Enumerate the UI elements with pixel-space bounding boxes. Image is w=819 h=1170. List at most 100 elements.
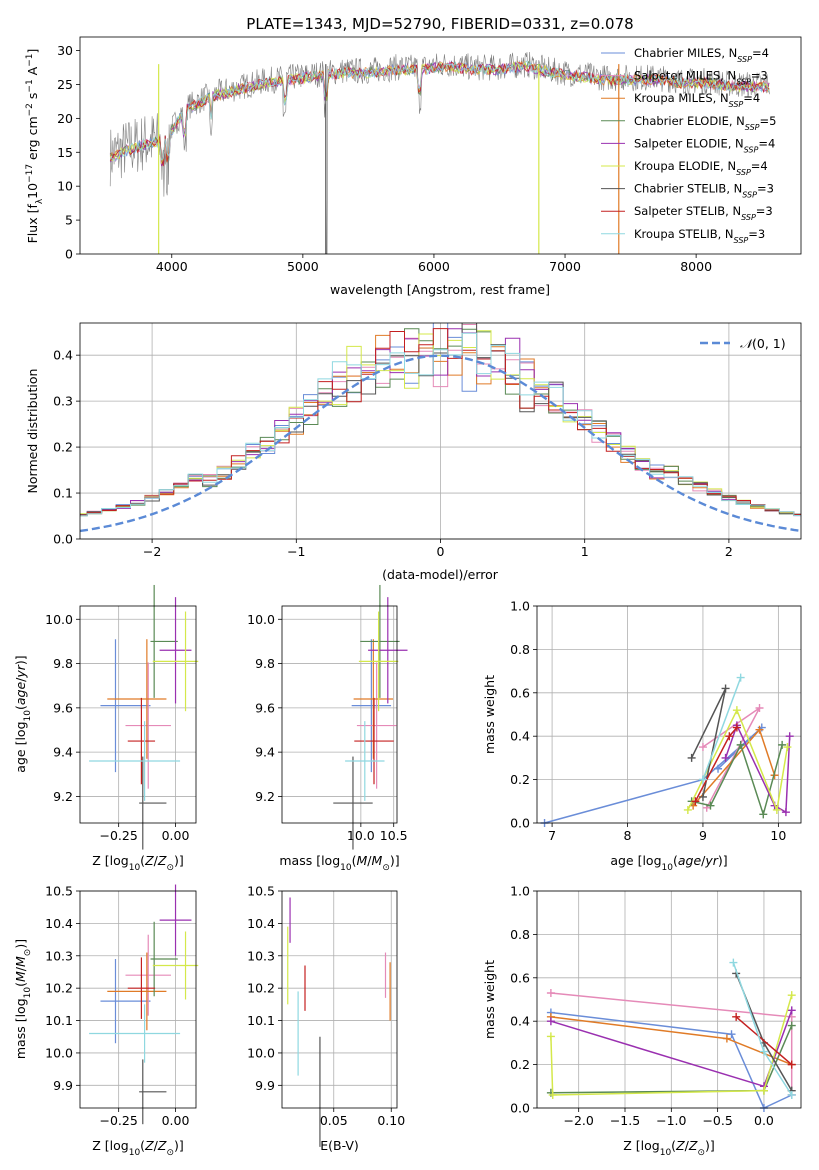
spectrum-xtick-label: 4000 [156,259,188,274]
mass-vs-Z-ytick-label: 10.0 [45,1045,73,1060]
residuals-ytick-label: 0.3 [53,394,73,409]
weight-vs-age-ytick-label: 0.4 [510,729,530,744]
spectrum-ytick-label: 15 [57,145,73,160]
weight-vs-age-series-line [692,728,776,807]
spectrum-xtick-label: 6000 [418,259,450,274]
weight-vs-Z-xtick-label: −1.5 [610,1113,640,1128]
mass-vs-Z-xtick-label: −0.25 [100,1113,138,1128]
age-vs-Z-ylabel: age [log10(age/yr)] [13,655,33,772]
weight-vs-age-marker [736,740,745,749]
mass-vs-Z-xtick-label: 0.00 [162,1113,190,1128]
mass-vs-Z-ytick-label: 10.5 [45,884,73,899]
histogram-xlabel: (data-model)/error [382,567,499,582]
spectrum-ytick-label: 25 [57,77,73,92]
mass-vs-ebv-xtick-label: 0.05 [320,1113,348,1128]
age-vs-Z-frame [79,605,197,824]
legend-label: Kroupa MILES, NSSP=4 [634,91,760,109]
spectrum-model-line [109,60,770,165]
mass-vs-ebv-ytick-label: 10.2 [247,981,275,996]
legend-label: Chabrier ELODIE, NSSP=5 [634,114,776,132]
spectrum-ytick-label: 30 [57,43,73,58]
weight-vs-Z-xtick-label: −1.0 [656,1113,686,1128]
histogram-plot-area [80,323,801,533]
weight-vs-Z-xtick-label: −0.5 [702,1113,732,1128]
histogram-step [80,332,801,517]
weight-vs-age-ylabel: mass weight [482,675,497,754]
mass-vs-ebv-ytick-label: 10.4 [247,916,275,931]
weight-vs-age-marker [687,753,696,762]
age-vs-Z-ytick-label: 10.0 [45,612,73,627]
weight-vs-Z-marker [722,1034,731,1043]
spectrum-xtick-label: 5000 [287,259,319,274]
weight-vs-age-series-line [544,726,763,824]
weight-vs-Z-marker [548,1090,557,1099]
age-vs-Z-xtick-label: 0.00 [162,828,190,843]
mass-vs-Z-ytick-label: 10.3 [45,948,73,963]
histogram-ylabel: Normed distribution [25,369,40,494]
mass-vs-ebv-ytick-label: 10.5 [247,884,275,899]
residuals-ytick-label: 0.0 [53,532,73,547]
weight-vs-age-ytick-label: 0.6 [510,685,530,700]
age-vs-mass-ytick-label: 9.8 [255,656,275,671]
spectrum-title: PLATE=1343, MJD=52790, FIBERID=0331, z=0… [246,15,633,33]
weight-vs-age-marker [755,703,764,712]
weight-vs-Z-marker [732,1012,741,1021]
age-vs-mass-xtick-label: 10.0 [347,828,375,843]
weight-vs-Z-series-line [550,1011,793,1110]
weight-vs-age-xtick-label: 7 [548,828,556,843]
legend-label: Salpeter STELIB, NSSP=3 [634,204,773,222]
weight-vs-Z-marker [787,991,796,1000]
mass-vs-Z-xlabel: Z [log10(Z/Z⊙)] [92,1138,184,1158]
age-vs-mass-ytick-label: 9.6 [255,700,275,715]
weight-vs-age-marker [683,805,692,814]
weight-vs-Z-series-line [550,994,793,1096]
weight-vs-age-ytick-label: 0.8 [510,642,530,657]
age-vs-mass-ytick-label: 10.0 [247,612,275,627]
legend-label: Chabrier STELIB, NSSP=3 [634,182,774,200]
spectrum-xtick-label: 7000 [549,259,581,274]
spectrum-frame [79,36,802,255]
weight-vs-age-xtick-label: 9 [699,828,707,843]
age-vs-Z-ytick-label: 9.2 [53,789,73,804]
weight-vs-age-ytick-label: 1.0 [510,599,530,614]
spectrum-xlabel: wavelength [Angstrom, rest frame] [330,282,550,297]
spectrum-ylabel: Flux [fλ10−17 erg cm−2 s−1 A−1] [25,49,45,244]
age-vs-Z-xlabel: Z [log10(Z/Z⊙)] [92,853,184,873]
residuals-xtick-label: −1 [287,544,305,559]
age-vs-Z-xtick-label: −0.25 [100,828,138,843]
weight-vs-age-xlabel: age [log10(age/yr)] [610,853,727,873]
weight-vs-Z-frame [536,890,802,1109]
mass-vs-ebv-ytick-label: 9.9 [255,1078,275,1093]
weight-vs-age-marker [783,743,792,752]
weight-vs-age-marker [736,673,745,682]
mass-vs-Z-ytick-label: 10.1 [45,1013,73,1028]
weight-vs-Z-ytick-label: 0.2 [510,1057,530,1072]
weight-vs-age-plot-area [540,673,794,827]
residuals-xtick-label: 0 [437,544,445,559]
spectrum-data-line [109,51,770,254]
weight-vs-age-marker [759,810,768,819]
weight-vs-age-marker [725,732,734,741]
weight-vs-Z-marker [787,1006,796,1015]
legend-label: Salpeter MILES, NSSP=3 [634,69,768,87]
residuals-ytick-label: 0.2 [53,440,73,455]
weight-vs-age-marker [714,764,723,773]
weight-vs-Z-xtick-label: 0.0 [754,1113,774,1128]
legend-label: Salpeter ELODIE, NSSP=4 [634,136,775,154]
weight-vs-age-xtick-label: 10 [770,828,786,843]
weight-vs-Z-ytick-label: 0.6 [510,970,530,985]
spectrum-plot-area [109,51,770,254]
age-vs-Z-ytick-label: 9.8 [53,656,73,671]
weight-vs-Z-ytick-label: 0.4 [510,1014,530,1029]
spectrum-ytick-label: 5 [65,213,73,228]
weight-vs-age-marker [698,775,707,784]
age-vs-mass-frame [281,605,398,824]
age-vs-mass-xtick-label: 10.5 [380,828,408,843]
spectrum-ytick-label: 10 [57,179,73,194]
weight-vs-age-marker [781,808,790,817]
age-vs-Z-ytick-label: 9.4 [53,745,73,760]
weight-vs-Z-marker [729,958,738,967]
spectrum-ytick-label: 20 [57,111,73,126]
weight-vs-age-marker [772,805,781,814]
